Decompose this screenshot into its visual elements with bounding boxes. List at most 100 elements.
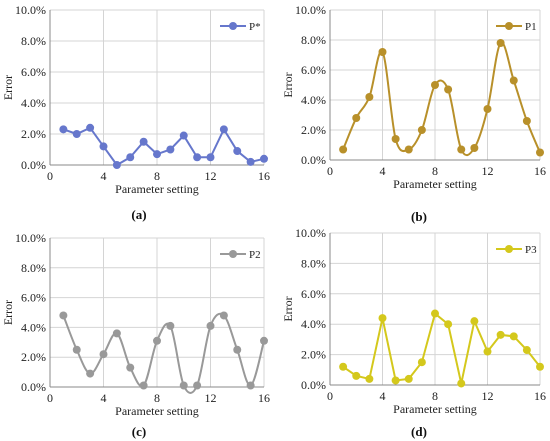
y-tick-label: 6.0%: [21, 291, 46, 305]
data-point: [206, 153, 215, 162]
legend-marker: [229, 250, 237, 258]
x-tick-label: 4: [380, 164, 386, 178]
x-tick-label: 16: [258, 169, 270, 183]
panel-label: (b): [411, 209, 427, 224]
x-tick-label: 8: [432, 389, 438, 403]
y-tick-label: 4.0%: [301, 317, 326, 331]
data-point: [417, 358, 426, 367]
x-tick-label: 12: [482, 389, 494, 403]
panel-label: (c): [132, 424, 146, 439]
x-axis-title: Parameter setting: [393, 402, 477, 416]
data-point: [153, 150, 161, 159]
panel-label: (a): [131, 207, 146, 222]
data-point: [522, 117, 531, 125]
data-point: [126, 153, 135, 162]
data-point: [339, 362, 348, 371]
data-point: [72, 345, 81, 354]
data-point: [431, 81, 439, 89]
x-tick-label: 8: [154, 391, 160, 405]
y-tick-label: 6.0%: [21, 65, 46, 79]
x-tick-label: 16: [258, 391, 270, 405]
x-axis-title: Parameter setting: [115, 404, 199, 418]
data-point: [483, 347, 492, 356]
data-point: [457, 145, 466, 154]
data-point: [444, 85, 453, 94]
x-tick-label: 4: [101, 169, 107, 183]
data-point: [86, 123, 95, 132]
data-point: [59, 125, 68, 134]
x-tick-label: 12: [205, 391, 217, 405]
data-point: [522, 346, 531, 355]
data-point: [219, 311, 228, 320]
data-point: [509, 332, 518, 341]
data-point: [59, 311, 68, 320]
data-point: [470, 317, 479, 326]
x-tick-label: 4: [380, 389, 386, 403]
y-tick-label: 2.0%: [21, 127, 46, 141]
data-point: [153, 336, 161, 345]
data-point: [193, 381, 202, 390]
data-point: [496, 39, 505, 47]
data-point: [536, 148, 544, 157]
data-point: [260, 336, 268, 345]
data-point: [431, 309, 439, 318]
chart-panel-2: 0.0% 2.0% 4.0% 6.0% 8.0% 10.0% 0 4 8 12 16 Paramete…: [281, 3, 546, 224]
x-axis-title: Parameter setting: [115, 182, 199, 196]
y-tick-label: 8.0%: [301, 33, 326, 47]
panel-label: (d): [411, 424, 427, 439]
y-tick-label: 0.0%: [301, 378, 326, 392]
data-point: [166, 321, 175, 330]
data-point: [72, 130, 81, 138]
data-point: [457, 379, 466, 388]
x-tick-label: 8: [154, 169, 160, 183]
data-point: [233, 147, 242, 156]
y-tick-label: 2.0%: [301, 123, 326, 137]
data-point: [139, 137, 148, 146]
data-point: [536, 362, 544, 371]
data-point: [112, 161, 121, 169]
x-tick-label: 16: [534, 389, 546, 403]
data-point: [193, 153, 202, 162]
y-tick-label: 4.0%: [301, 93, 326, 107]
y-tick-label: 10.0%: [295, 226, 326, 240]
y-tick-label: 8.0%: [21, 34, 46, 48]
data-point: [365, 374, 374, 383]
data-point: [179, 131, 188, 140]
data-point: [99, 350, 108, 359]
data-point: [509, 76, 518, 85]
x-tick-label: 4: [101, 391, 107, 405]
legend-label: P*: [249, 21, 261, 33]
chart-panel-1: 0.0% 2.0% 4.0% 6.0% 8.0% 10.0% 0 4 8 12 16 Paramete…: [1, 3, 270, 222]
data-point: [470, 144, 479, 152]
data-point: [260, 154, 268, 163]
y-axis-title: Error: [1, 300, 15, 325]
data-point: [233, 345, 242, 354]
series-line: [342, 311, 541, 384]
y-axis-title: Error: [1, 75, 15, 100]
legend-label: P2: [249, 249, 261, 261]
x-tick-label: 12: [482, 164, 494, 178]
legend-label: P3: [525, 244, 537, 256]
data-point: [206, 321, 215, 330]
data-point: [352, 371, 361, 380]
y-tick-label: 6.0%: [301, 63, 326, 77]
x-tick-label: 0: [327, 164, 333, 178]
legend-marker: [229, 22, 237, 30]
y-tick-label: 6.0%: [301, 287, 326, 301]
data-point: [404, 374, 413, 383]
data-point: [378, 48, 387, 56]
y-axis-title: Error: [281, 72, 295, 97]
data-point: [339, 145, 348, 154]
data-point: [365, 93, 374, 101]
data-point: [391, 135, 400, 143]
data-point: [391, 376, 400, 385]
x-axis-title: Parameter setting: [393, 177, 477, 191]
data-point: [112, 329, 121, 338]
x-tick-label: 0: [47, 169, 53, 183]
series-line: [62, 312, 265, 394]
y-tick-label: 8.0%: [21, 261, 46, 275]
y-tick-label: 2.0%: [301, 348, 326, 362]
x-tick-label: 8: [432, 164, 438, 178]
y-tick-label: 0.0%: [301, 153, 326, 167]
y-tick-label: 4.0%: [21, 96, 46, 110]
